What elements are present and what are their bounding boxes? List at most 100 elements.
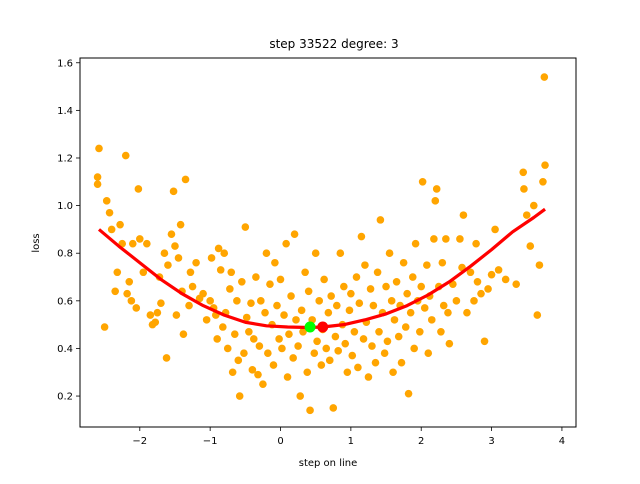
scatter-point [292, 316, 300, 324]
scatter-point [371, 358, 380, 367]
scatter-point [240, 349, 248, 358]
scatter-point [408, 273, 417, 281]
scatter-point [282, 239, 290, 248]
scatter-point [392, 277, 401, 286]
x-tick-label: 2 [418, 436, 424, 447]
y-axis-label: loss [31, 233, 42, 252]
scatter-point [430, 235, 438, 243]
scatter-point [466, 268, 475, 277]
scatter-point [234, 356, 243, 365]
scatter-point [520, 185, 528, 193]
scatter-point [459, 211, 468, 219]
scatter-point [242, 313, 251, 322]
scatter-point [445, 339, 454, 348]
scatter-point [299, 327, 307, 336]
scatter-point [456, 235, 464, 243]
scatter-point [181, 175, 190, 184]
y-tick-label: 0.2 [57, 392, 73, 403]
scatter-point [357, 232, 366, 241]
scatter-point [192, 258, 200, 267]
scatter-point [167, 230, 176, 238]
scatter-point [376, 216, 385, 224]
scatter-point [128, 239, 137, 248]
scatter-point [369, 301, 378, 310]
scatter-point [359, 335, 368, 343]
scatter-point [383, 337, 392, 346]
scatter-point [324, 308, 333, 317]
scatter-point [143, 239, 151, 248]
scatter-point [289, 354, 297, 362]
scatter-point [241, 223, 250, 231]
scatter-point [533, 311, 542, 319]
scatter-point [311, 249, 320, 258]
scatter-point [424, 349, 433, 358]
y-tick-label: 1.6 [57, 58, 73, 69]
scatter-point [397, 358, 406, 367]
scatter-point [113, 268, 122, 277]
scatter-point [427, 316, 436, 324]
scatter-point [452, 297, 461, 305]
scatter-point [176, 220, 185, 229]
scatter-point [220, 249, 229, 258]
scatter-point [179, 330, 188, 338]
scatter-point [387, 297, 396, 305]
scatter-point [491, 225, 499, 234]
scatter-point [375, 327, 383, 336]
scatter-point [304, 287, 313, 296]
scatter-point [216, 266, 225, 274]
y-tick-label: 1.4 [57, 106, 73, 117]
scatter-point [361, 261, 369, 269]
scatter-point [245, 327, 253, 336]
scatter-point [249, 335, 258, 343]
scatter-point [329, 404, 338, 412]
scatter-point [529, 201, 538, 210]
scatter-point [255, 342, 264, 350]
scatter-point [345, 306, 354, 315]
scatter-point [146, 311, 155, 319]
y-tick-label: 0.6 [57, 296, 73, 307]
scatter-point [385, 249, 394, 258]
scatter-point [235, 392, 244, 400]
scatter-point [341, 339, 350, 348]
marker-layer [304, 321, 329, 333]
scatter-point [539, 177, 547, 186]
scatter-point [420, 304, 429, 312]
scatter-point [519, 168, 528, 177]
scatter-point [331, 332, 340, 341]
scatter-point [151, 318, 160, 327]
scatter-point [238, 277, 246, 286]
scatter-point [206, 297, 214, 305]
scatter-point [382, 282, 390, 291]
scatter-point [266, 280, 274, 288]
scatter-point [116, 220, 124, 229]
scatter-point [252, 273, 260, 281]
scatter-point [522, 211, 531, 219]
scatter-point [373, 268, 382, 277]
y-tick-label: 0.8 [57, 249, 73, 260]
scatter-point [273, 301, 281, 310]
scatter-point [227, 268, 236, 277]
scatter-point [259, 380, 267, 388]
y-tick-label: 1.2 [57, 153, 73, 164]
scatter-point [470, 297, 478, 305]
scatter-point [343, 368, 352, 377]
scatter-point [325, 356, 334, 365]
scatter-point [199, 289, 207, 298]
scatter-point [271, 258, 279, 267]
scatter-point [472, 239, 480, 248]
x-tick-label: −2 [132, 436, 147, 447]
scatter-point [327, 292, 335, 300]
scatter-point [487, 270, 496, 279]
scatter-point [228, 368, 237, 377]
scatter-point [336, 249, 345, 258]
scatter-point [401, 323, 410, 331]
scatter-point [423, 261, 431, 269]
scatter-point [380, 349, 389, 358]
scatter-point [368, 342, 376, 350]
scatter-point [136, 235, 144, 243]
scatter-point [350, 327, 359, 336]
scatter-point [276, 275, 285, 284]
scatter-point [348, 351, 357, 360]
scatter-point [186, 268, 195, 277]
